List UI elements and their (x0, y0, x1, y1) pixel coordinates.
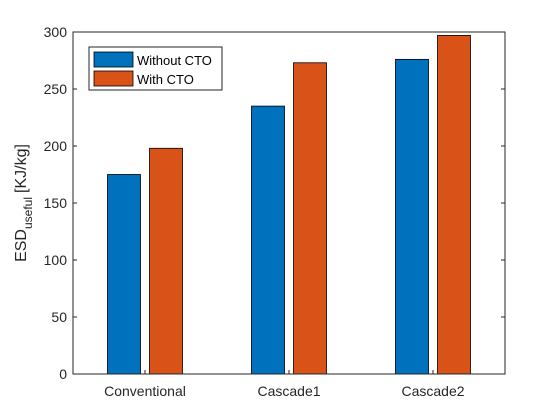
y-axis: 0 50 100 150 200 250 300 (44, 24, 505, 382)
bar-cascade2-with-cto (437, 35, 471, 375)
legend-label-with-cto: With CTO (137, 72, 194, 87)
y-tick-label: 50 (51, 309, 67, 325)
y-tick-label: 300 (44, 24, 68, 40)
x-axis: Conventional Cascade1 Cascade2 (104, 370, 465, 399)
bar-cascade1-without-cto (251, 105, 285, 375)
y-tick-label: 100 (44, 252, 68, 268)
bar-conventional-with-cto (149, 147, 183, 375)
bar-cascade2-without-cto (395, 58, 429, 375)
y-axis-label-subscript: useful (21, 197, 35, 229)
bar-conventional-without-cto (107, 174, 141, 375)
y-tick-label: 250 (44, 81, 68, 97)
y-axis-label-base: ESD (13, 229, 30, 262)
legend-swatch-without-cto (93, 51, 134, 68)
y-tick-label: 200 (44, 138, 68, 154)
y-axis-label-unit: [KJ/kg] (13, 144, 30, 193)
y-tick-label: 150 (44, 195, 68, 211)
legend: Without CTO With CTO (88, 46, 223, 91)
y-tick-label: 0 (59, 366, 67, 382)
bars-group (107, 35, 471, 375)
legend-swatch-with-cto (93, 70, 134, 87)
y-axis-label: ESDuseful [KJ/kg] (13, 144, 35, 262)
x-tick-label: Conventional (104, 383, 186, 399)
x-tick-label: Cascade1 (257, 383, 320, 399)
x-tick-label: Cascade2 (401, 383, 464, 399)
bar-cascade1-with-cto (293, 62, 327, 375)
legend-label-without-cto: Without CTO (137, 53, 212, 68)
